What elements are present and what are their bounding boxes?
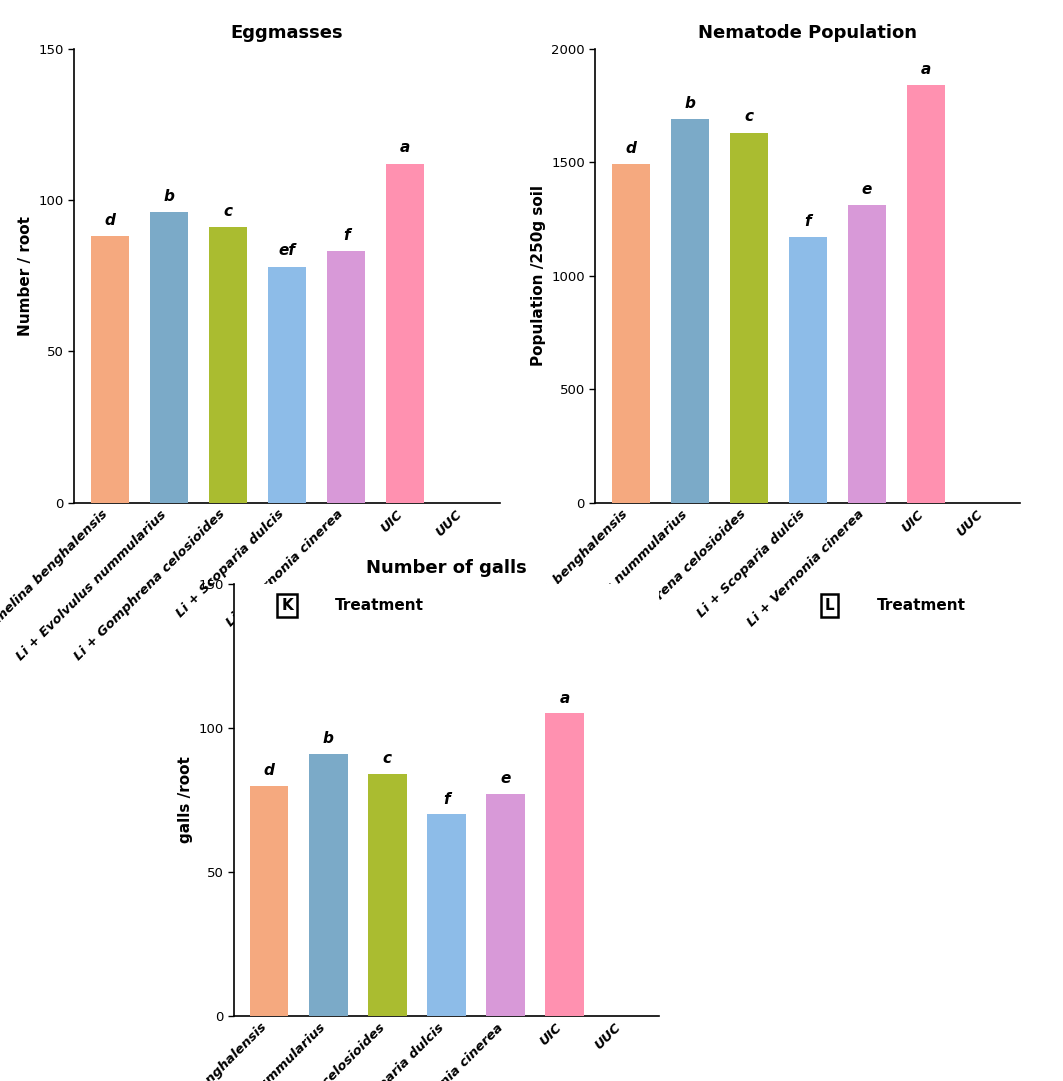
Text: c: c (383, 751, 392, 766)
Bar (90, 237, 129, 503)
Title: Eggmasses: Eggmasses (231, 24, 343, 41)
Bar (729, 133, 769, 503)
Text: Treatment: Treatment (335, 598, 424, 613)
Bar (848, 205, 887, 503)
Text: f: f (805, 214, 811, 229)
Bar (671, 119, 709, 503)
Text: b: b (164, 189, 174, 204)
Text: a: a (400, 141, 410, 156)
Y-axis label: galls /root: galls /root (178, 757, 192, 843)
Text: f: f (443, 791, 450, 806)
Text: a: a (921, 62, 931, 77)
Text: f: f (342, 228, 350, 243)
Text: b: b (685, 96, 695, 111)
Y-axis label: Population /250g soil: Population /250g soil (530, 185, 545, 366)
Text: a: a (559, 691, 570, 706)
Bar (309, 753, 348, 1016)
Text: c: c (744, 109, 754, 124)
Bar (545, 713, 584, 1016)
Title: Number of galls: Number of galls (366, 559, 527, 576)
Bar (208, 227, 247, 503)
Bar (907, 85, 945, 503)
Text: c: c (223, 204, 233, 219)
Title: Nematode Population: Nematode Population (698, 24, 917, 41)
Text: K: K (281, 598, 293, 613)
Text: e: e (501, 772, 510, 786)
Bar (368, 774, 407, 1016)
Bar (789, 237, 827, 503)
Bar (150, 212, 188, 503)
Bar (611, 164, 649, 503)
Text: d: d (264, 763, 274, 777)
Y-axis label: Number / root: Number / root (18, 215, 33, 336)
Text: b: b (323, 731, 334, 746)
Text: d: d (625, 142, 636, 157)
Bar (327, 252, 366, 503)
Text: L: L (824, 598, 834, 613)
Bar (250, 786, 288, 1016)
Bar (487, 795, 525, 1016)
Text: Treatment: Treatment (877, 598, 966, 613)
Bar (427, 814, 466, 1016)
Bar (268, 267, 306, 503)
Bar (386, 163, 424, 503)
Text: ef: ef (279, 243, 296, 258)
Text: d: d (104, 213, 115, 228)
Text: e: e (862, 182, 872, 197)
